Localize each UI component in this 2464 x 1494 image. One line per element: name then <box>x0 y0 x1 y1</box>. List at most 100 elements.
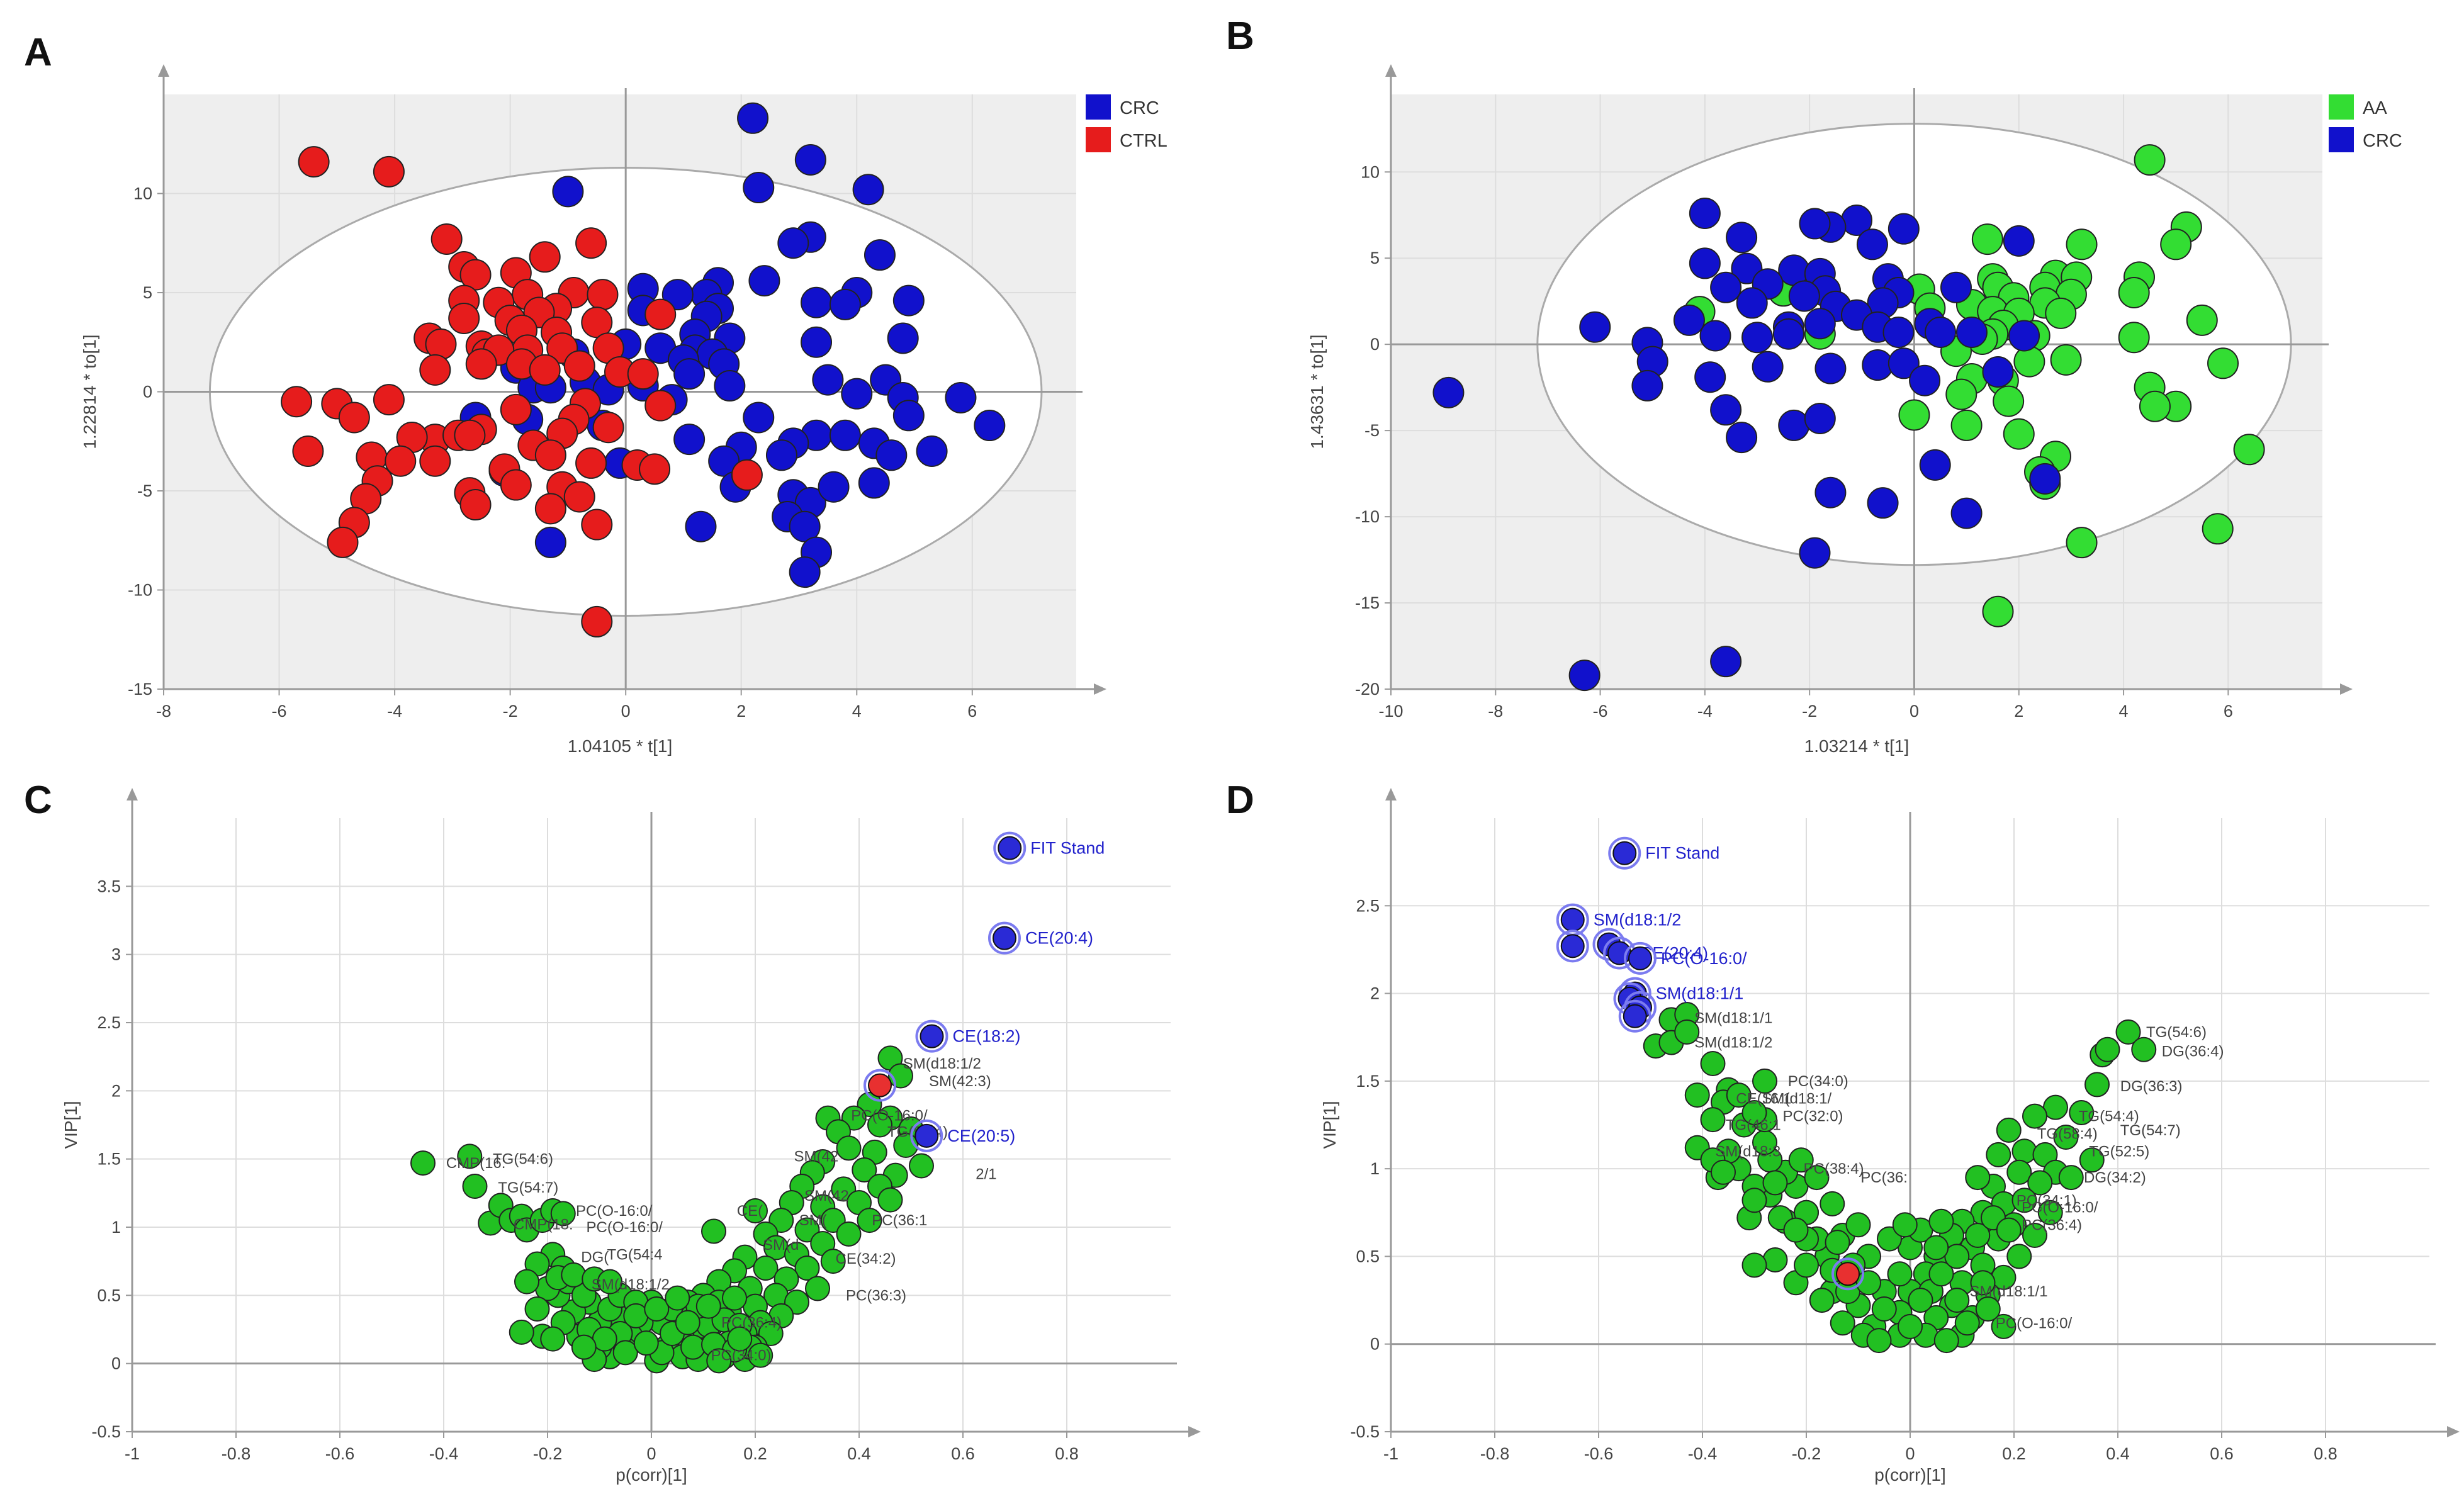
data-point <box>852 1157 877 1182</box>
data-point <box>2069 1100 2095 1125</box>
data-point <box>1788 280 1820 312</box>
y-tick-label: 1 <box>111 1218 121 1237</box>
data-point <box>1772 318 1804 350</box>
x-tick-label: -4 <box>387 702 402 721</box>
data-point <box>2053 1125 2079 1150</box>
highlight-ring <box>915 1019 948 1053</box>
data-point <box>2084 1072 2110 1098</box>
data-point <box>2058 1165 2084 1191</box>
data-point <box>1871 1296 1897 1322</box>
data-point <box>385 445 417 477</box>
data-point <box>327 526 359 558</box>
data-point <box>2003 418 2035 450</box>
point-annotation: TG(54:7) <box>498 1179 558 1196</box>
y-tick-label: 1.5 <box>1356 1072 1380 1091</box>
data-point <box>1898 1313 1923 1339</box>
point-annotation: SM(d18:1/1 <box>1970 1283 2048 1300</box>
data-point <box>836 1221 862 1247</box>
y-tick-label: -10 <box>1355 507 1380 526</box>
data-point <box>2186 304 2218 336</box>
x-tick-label: 0.4 <box>847 1444 871 1463</box>
data-point <box>612 1340 638 1366</box>
data-point <box>892 284 925 317</box>
data-point <box>465 348 497 380</box>
data-point <box>373 155 405 188</box>
point-annotation: TG(54:4) <box>2079 1108 2139 1125</box>
data-point <box>1975 1296 2001 1322</box>
data-point <box>1711 1159 1736 1185</box>
y-tick-label: 5 <box>143 283 152 302</box>
point-annotation: 2/1 <box>976 1166 996 1183</box>
y-axis-title: VIP[1] <box>61 1101 81 1149</box>
data-point <box>552 176 584 208</box>
y-tick-label: 10 <box>133 184 152 203</box>
point-annotation: PC(34:1) <box>2017 1192 2077 1209</box>
data-point <box>665 1285 690 1311</box>
data-point <box>916 435 948 467</box>
x-axis-arrow <box>1188 1426 1201 1437</box>
highlight-point <box>993 926 1016 950</box>
highlight-point <box>1560 907 1585 932</box>
point-annotation: CMP(16: <box>446 1155 506 1172</box>
data-point <box>1741 1188 1767 1213</box>
data-point <box>2066 527 2098 559</box>
data-point <box>1710 394 1742 426</box>
data-point <box>1689 198 1721 229</box>
vip-chart-c: -1 -0.8 -0.6 -0.4 -0.2 0 0.2 0.4 0.6 0.8 -0.5 0 0.5 1… <box>61 788 1201 1485</box>
highlight-ring <box>1608 836 1641 870</box>
data-point <box>2037 1199 2063 1225</box>
data-point <box>587 279 619 311</box>
x-tick-label: 2 <box>736 702 746 721</box>
data-point <box>727 1326 753 1352</box>
point-annotation: TG(54:7) <box>2120 1122 2181 1139</box>
data-point <box>777 227 809 259</box>
data-point <box>1856 228 1888 261</box>
y-tick-label: 0.5 <box>97 1286 121 1305</box>
data-point <box>1991 1313 2017 1339</box>
y-tick-label: -0.5 <box>91 1422 121 1441</box>
data-point <box>1908 1288 1933 1313</box>
highlight-ring <box>993 831 1027 865</box>
data-point <box>852 174 884 206</box>
x-tick-label: 0.8 <box>1055 1444 1079 1463</box>
data-point <box>1726 1082 1752 1108</box>
data-point <box>534 493 566 525</box>
data-point <box>748 1342 774 1368</box>
x-tick-label: -6 <box>1593 702 1608 721</box>
data-point <box>706 1348 732 1374</box>
data-point <box>1892 1212 1918 1238</box>
data-point <box>794 143 826 176</box>
point-annotation: SM(d18:1/2 <box>1694 1035 1772 1052</box>
x-tick-label: 4 <box>2119 702 2129 721</box>
data-point <box>892 400 925 432</box>
data-point <box>818 471 850 503</box>
data-point <box>2027 1170 2053 1196</box>
series-lipids <box>410 1045 934 1374</box>
data-point <box>2160 228 2192 261</box>
data-point <box>644 1296 670 1322</box>
x-tick-label: 0 <box>1910 702 1919 721</box>
data-point <box>1945 378 1977 410</box>
data-point <box>1684 1082 1710 1108</box>
highlight-ring <box>1831 1257 1864 1291</box>
y-tick-label: -15 <box>1355 593 1380 612</box>
data-point <box>1986 1142 2011 1167</box>
data-point <box>836 1135 862 1161</box>
point-annotation: PC(32:0) <box>1783 1108 1843 1125</box>
data-point <box>1965 1223 1991 1248</box>
data-point <box>575 227 607 259</box>
x-tick-label: 0 <box>1905 1444 1915 1463</box>
data-point <box>644 390 677 422</box>
data-point <box>500 393 532 425</box>
data-point <box>794 1255 820 1281</box>
x-tick-label: -1 <box>1383 1444 1398 1463</box>
point-annotation: PC(36:3) <box>846 1287 906 1304</box>
data-point <box>1954 1310 1980 1336</box>
highlight-ring <box>1618 999 1651 1033</box>
data-point <box>1700 1051 1726 1076</box>
data-point <box>500 469 532 501</box>
data-point <box>805 1276 830 1301</box>
data-point <box>448 302 480 334</box>
data-point <box>2022 1223 2047 1248</box>
data-point <box>454 419 486 451</box>
